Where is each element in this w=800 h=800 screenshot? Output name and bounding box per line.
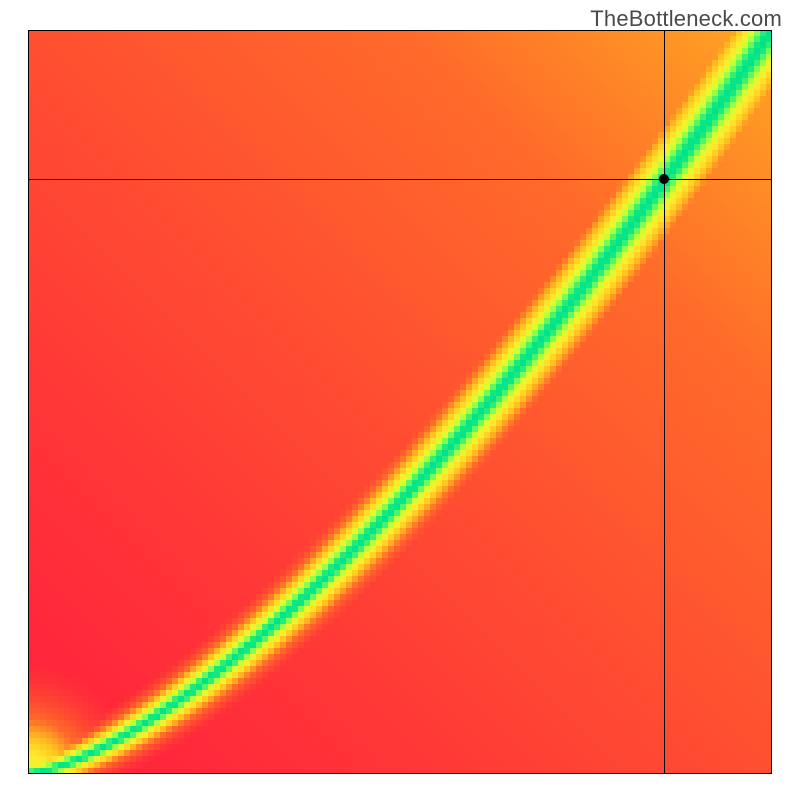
heatmap-plot <box>28 30 772 774</box>
heatmap-canvas <box>28 30 772 774</box>
crosshair-marker <box>659 174 669 184</box>
watermark-text: TheBottleneck.com <box>590 6 782 32</box>
crosshair-vertical <box>664 30 665 774</box>
